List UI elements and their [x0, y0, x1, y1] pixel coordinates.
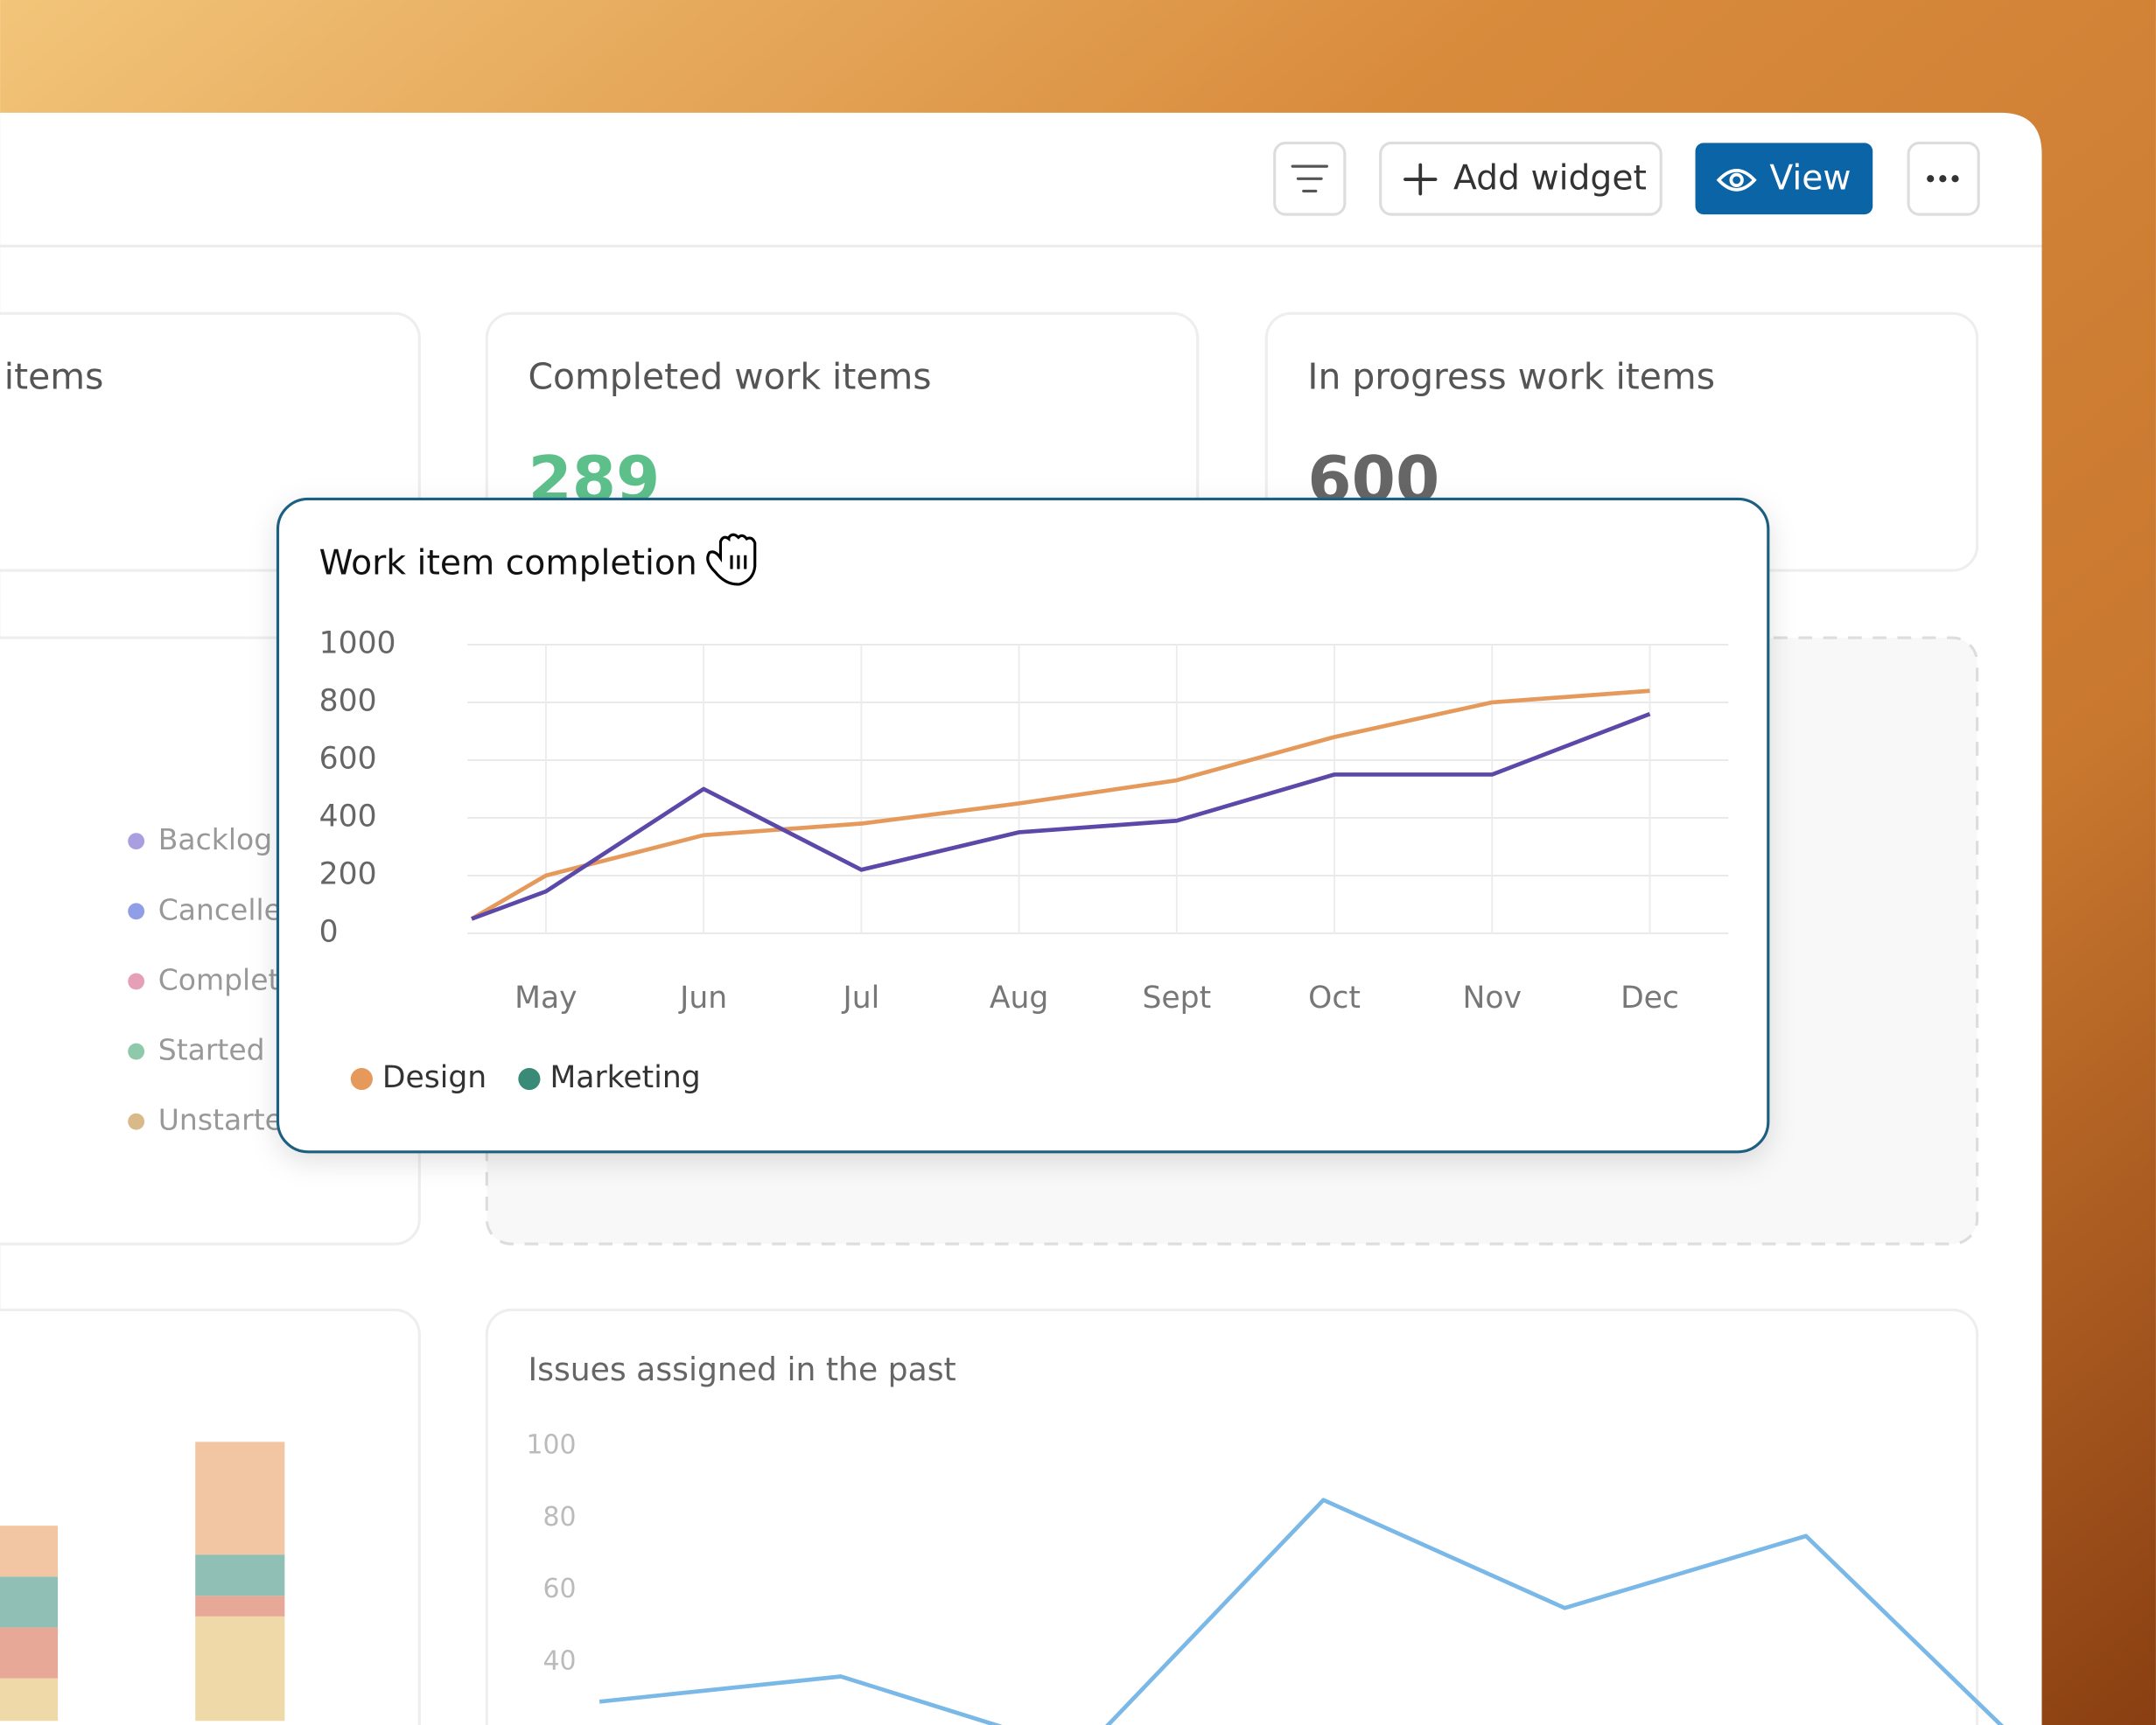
plus-icon	[1404, 163, 1438, 196]
chart-title: Work item completion	[319, 543, 697, 583]
add-widget-box[interactable]	[1379, 141, 1662, 216]
add-widget-button[interactable]: Add widget	[1379, 141, 1662, 216]
x-tick-label: Jun	[678, 981, 727, 1016]
bar-segment	[195, 1554, 285, 1596]
series-line	[598, 1498, 2005, 1725]
eye-icon	[1716, 168, 1757, 192]
view-label[interactable]: View	[1769, 158, 1851, 198]
view-button-box[interactable]	[1695, 143, 1873, 215]
legend-dot	[128, 903, 145, 920]
more-button[interactable]	[1907, 141, 1980, 216]
card-title: Completed work items	[528, 356, 931, 398]
legend-dot	[518, 1067, 541, 1091]
chart-title: Issues assigned in the past	[528, 1351, 956, 1388]
x-tick-label: Oct	[1308, 981, 1361, 1016]
dot	[1927, 175, 1935, 183]
y-tick-label: 60	[542, 1574, 576, 1604]
legend-label: Backlog	[158, 822, 272, 856]
y-tick-label: 200	[319, 856, 377, 891]
filter-icon	[1291, 164, 1328, 192]
y-tick-label: 40	[542, 1646, 576, 1677]
cursor-lines	[730, 555, 747, 569]
bar-segment	[0, 1678, 59, 1722]
eye-pupil	[1729, 172, 1744, 188]
bar-segment	[0, 1526, 59, 1577]
x-tick-label: Sept	[1142, 981, 1211, 1016]
card-title: In progress work items	[1307, 356, 1715, 398]
view-button[interactable]: View	[1695, 143, 1873, 215]
x-tick-label: Nov	[1463, 981, 1522, 1016]
legend-dot	[128, 833, 145, 850]
card	[485, 1308, 1979, 1725]
bar-segment	[0, 1576, 59, 1628]
y-tick-label: 80	[542, 1502, 576, 1533]
legend-label: Design	[382, 1060, 486, 1095]
y-tick-label: 600	[319, 741, 377, 776]
x-tick-label: Aug	[990, 981, 1048, 1016]
card-title: items	[4, 356, 104, 398]
legend-label: Unstarte	[158, 1103, 283, 1137]
bar-segment	[195, 1616, 285, 1722]
y-tick-label: 0	[319, 914, 339, 949]
add-widget-label[interactable]: Add widget	[1453, 158, 1647, 198]
legend-label: Marketing	[550, 1060, 700, 1095]
y-tick-label: 1000	[319, 625, 396, 660]
dot	[1951, 175, 1959, 183]
legend-label: Cancelle	[158, 892, 282, 926]
background-charts: Issues assigned in the past 40 60 80 100 Back…	[0, 822, 2005, 1725]
widget-frame[interactable]	[276, 497, 1770, 1154]
dot	[1939, 175, 1947, 183]
legend-dot	[128, 973, 145, 990]
y-tick-label: 400	[319, 799, 377, 834]
x-tick-label: May	[514, 981, 577, 1016]
series-line	[470, 688, 1650, 921]
widget-content: Work item completion 0 200 400 600 800 1000 May…	[319, 543, 1729, 1095]
legend-dot	[128, 1113, 145, 1130]
filter-button[interactable]	[1273, 141, 1347, 216]
y-tick-label: 800	[319, 683, 377, 718]
legend-dot	[350, 1067, 373, 1091]
dragged-widget[interactable]	[276, 497, 1770, 1154]
grab-cursor	[706, 533, 757, 586]
x-tick-label: Dec	[1620, 981, 1679, 1016]
legend-dot	[128, 1043, 145, 1060]
bar-segment	[195, 1596, 285, 1617]
legend-label: Started	[158, 1033, 265, 1067]
legend-label: Complet	[158, 962, 280, 996]
y-tick-label: 100	[527, 1430, 577, 1461]
series-line	[471, 711, 1651, 921]
x-tick-label: Jul	[842, 981, 880, 1016]
bar-segment	[0, 1627, 59, 1679]
bar-segment	[195, 1442, 285, 1555]
